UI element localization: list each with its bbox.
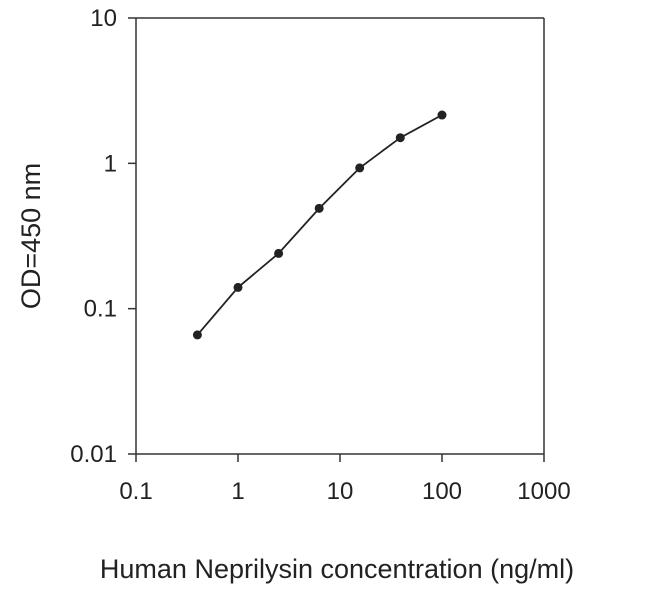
x-tick-label: 0.1: [119, 478, 152, 505]
data-point: [395, 133, 405, 143]
series-layer: [192, 110, 447, 340]
y-axis-ticks: 0.01 0.1 1 10: [70, 5, 136, 468]
x-tick-label: 1000: [517, 478, 570, 505]
x-axis-ticks: 0.1 1 10 100 1000: [119, 454, 571, 505]
y-tick-label: 10: [90, 5, 117, 32]
data-point: [314, 203, 324, 213]
data-point: [437, 110, 447, 120]
plot-area: [135, 17, 545, 455]
y-axis-title: OD=450 nm: [16, 163, 46, 309]
y-tick-label: 0.01: [70, 441, 117, 468]
x-axis-title: Human Neprilysin concentration (ng/ml): [100, 554, 574, 584]
x-tick-label: 1: [231, 478, 244, 505]
x-tick-label: 100: [422, 478, 462, 505]
data-point: [233, 282, 243, 292]
y-tick-label: 0.1: [84, 296, 117, 323]
data-point: [192, 330, 202, 340]
data-point: [274, 248, 284, 258]
y-tick-label: 1: [104, 150, 117, 177]
data-point: [355, 163, 365, 173]
x-tick-label: 10: [327, 478, 354, 505]
series-line: [196, 114, 443, 336]
